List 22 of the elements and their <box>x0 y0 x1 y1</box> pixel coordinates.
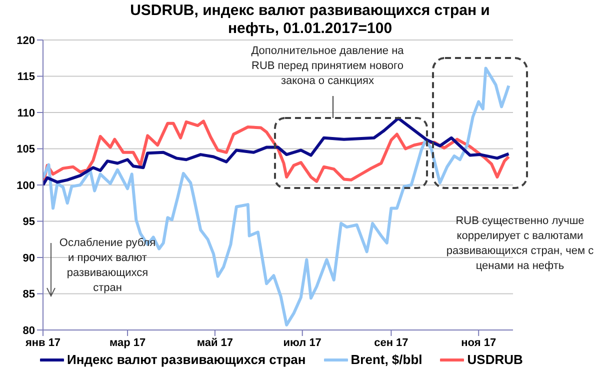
x-tick-label: мар 17 <box>109 336 146 349</box>
x-tick-label: май 17 <box>196 336 234 349</box>
annotation: RUB существенно лучше коррелирует с валютами развивающихся стран, чем с ценами на нефть <box>445 214 595 274</box>
y-tick-label: 95 <box>22 216 35 228</box>
y-tick-label: 90 <box>22 252 35 264</box>
y-tick-label: 110 <box>17 107 35 120</box>
x-tick-label: янв 17 <box>25 336 61 349</box>
y-tick-label: 100 <box>16 180 35 192</box>
legend-label: Индекс валют развивающихся стран <box>67 352 306 367</box>
y-tick-label: 115 <box>17 71 35 84</box>
y-tick-label: 85 <box>22 288 35 301</box>
annotation: Ослабление рубля и прочих валют развивающихся стран <box>58 236 157 296</box>
legend-label: USDRUB <box>467 352 523 367</box>
x-tick-label: сен 17 <box>374 336 408 349</box>
annotation: Дополнительное давление на RUB перед принятием нового закона о санкциях <box>250 44 405 89</box>
chart-title: USDRUB, индекс валют развивающихся стран и нефть, 01.01.2017=100 <box>129 2 491 38</box>
y-tick-label: 105 <box>16 144 35 156</box>
y-tick-label: 80 <box>22 324 35 337</box>
legend-label: Brent, $/bbl <box>350 352 422 367</box>
y-tick-label: 120 <box>16 34 35 47</box>
x-tick-label: ноя 17 <box>461 336 496 349</box>
x-tick-label: июл 17 <box>283 336 322 349</box>
